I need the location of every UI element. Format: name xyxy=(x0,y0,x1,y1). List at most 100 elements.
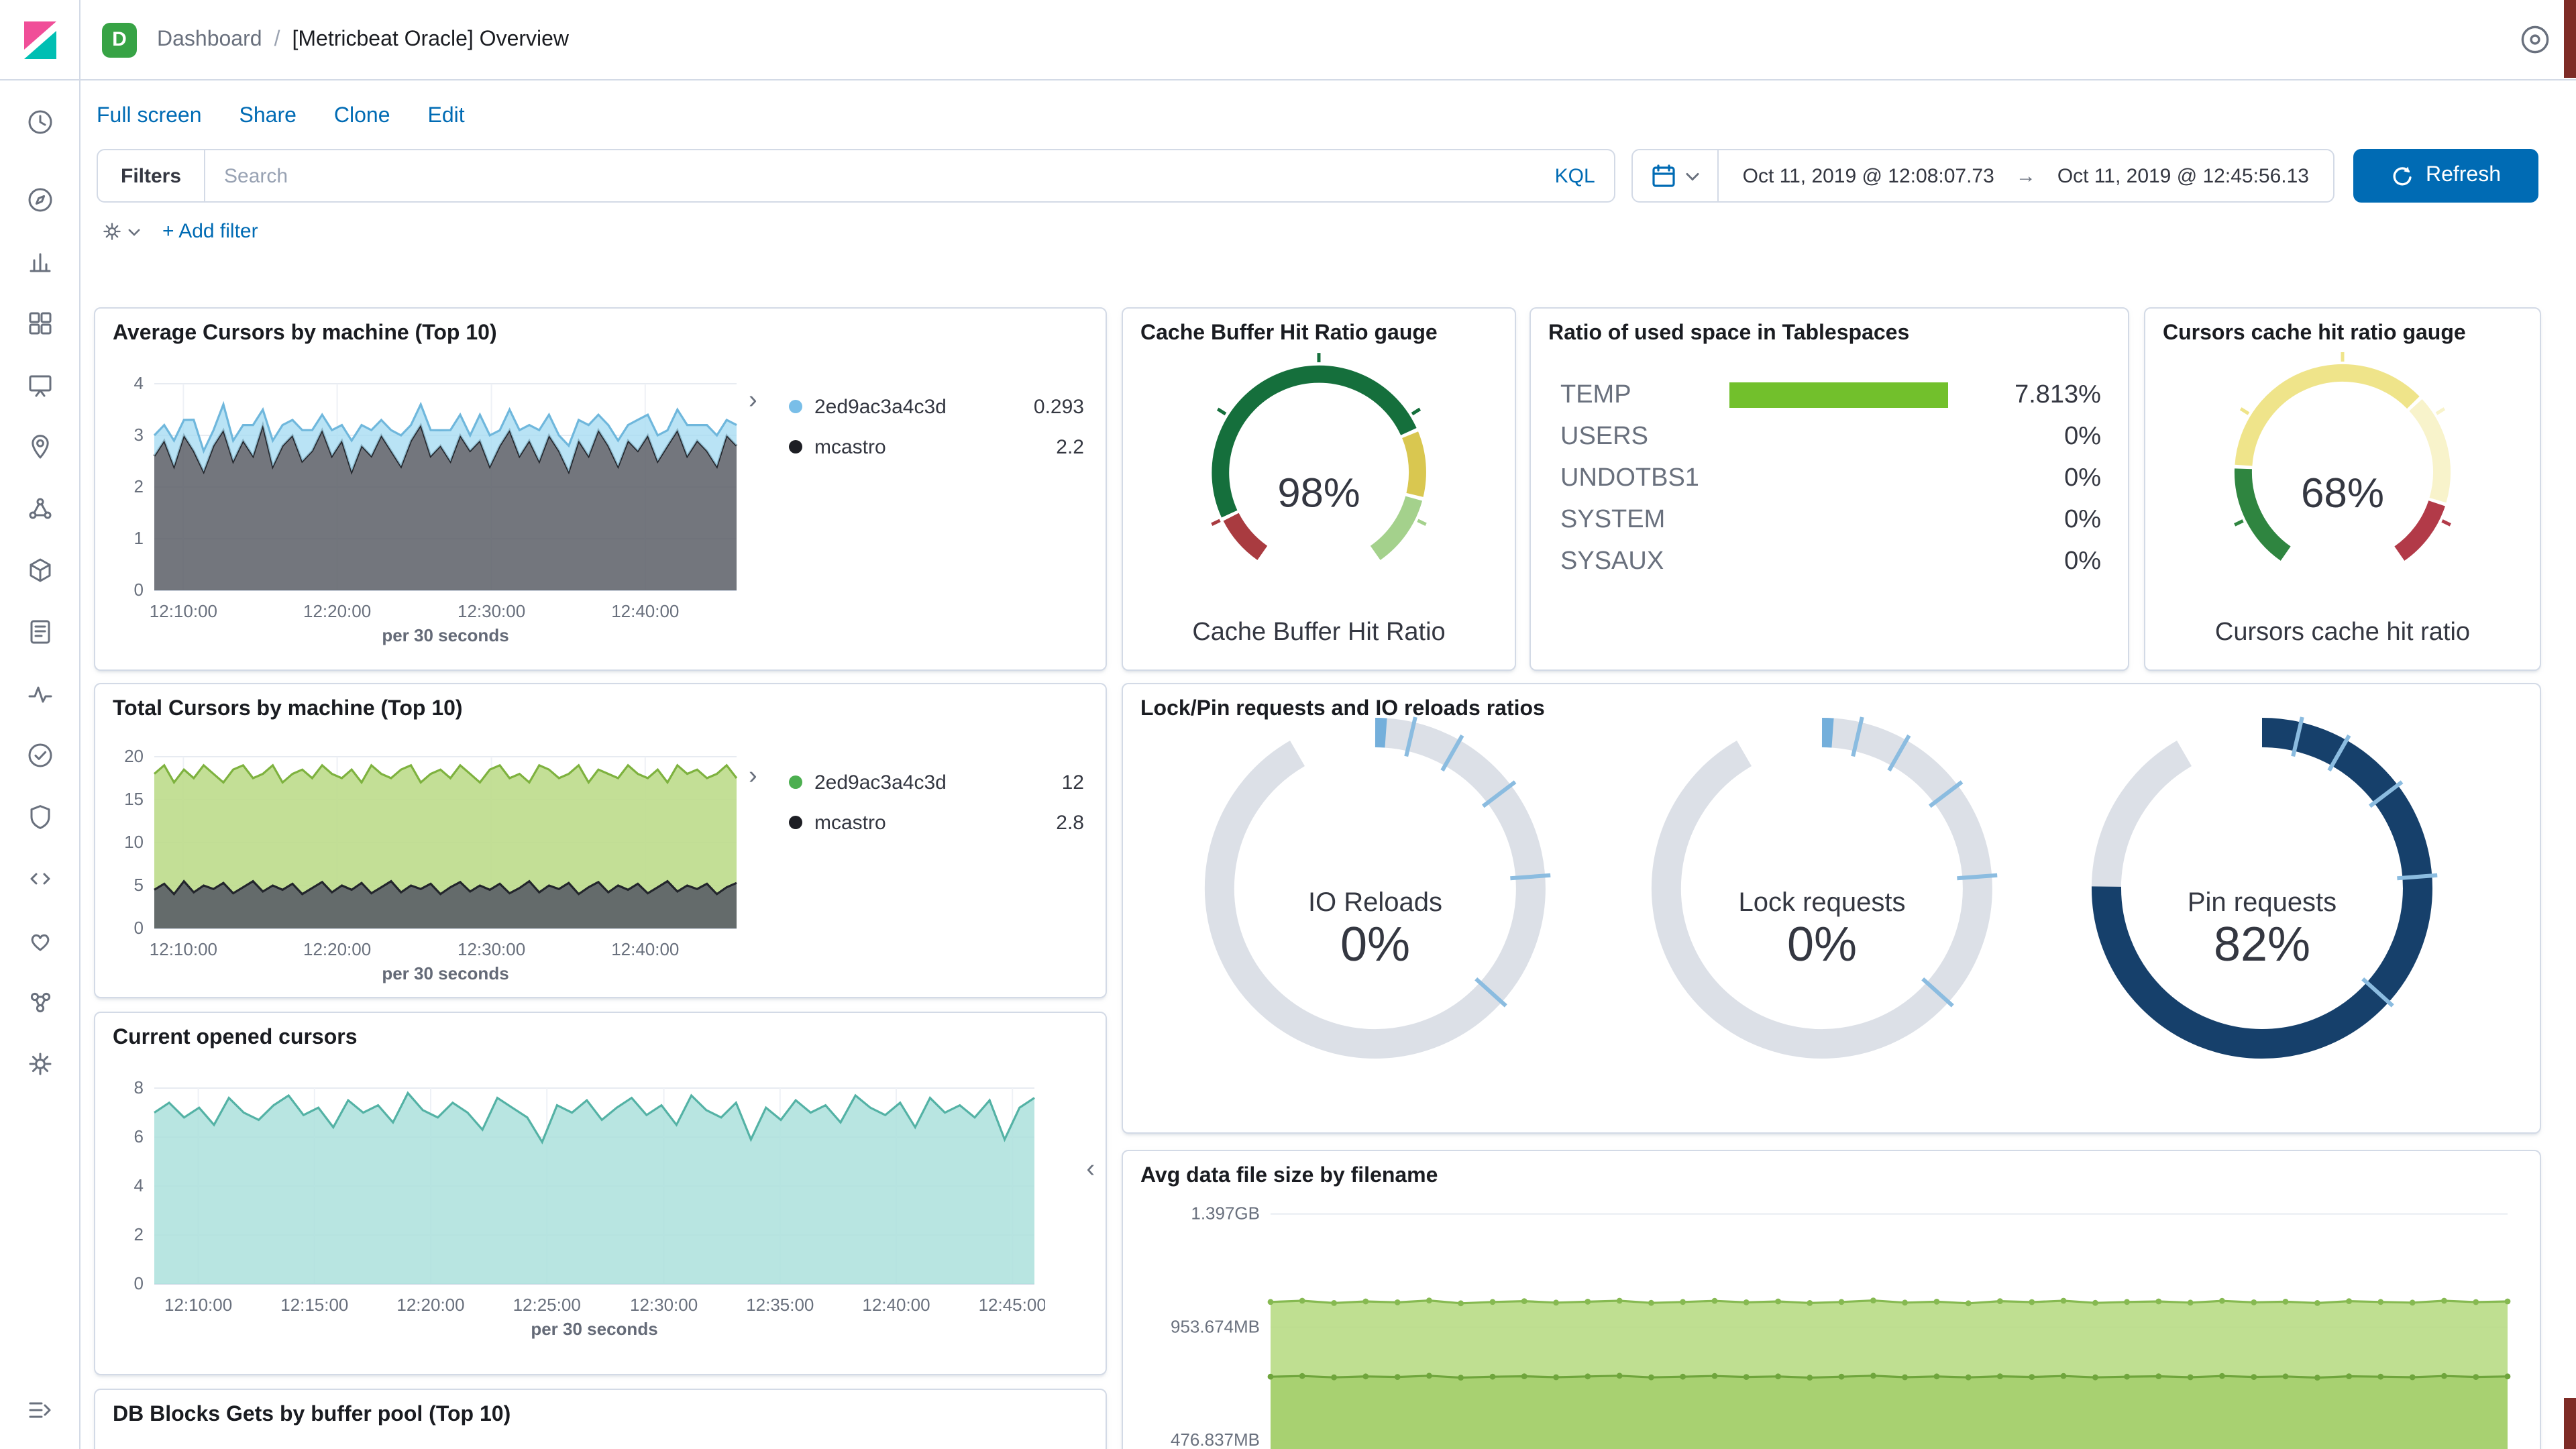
refresh-button[interactable]: Refresh xyxy=(2353,149,2538,203)
sidebar-canvas-icon[interactable] xyxy=(17,362,62,408)
refresh-label: Refresh xyxy=(2425,164,2502,186)
legend-item[interactable]: mcastro 2.2 xyxy=(784,427,1089,467)
legend-item[interactable]: 2ed9ac3a4c3d 0.293 xyxy=(784,386,1089,427)
tablespace-name: USERS xyxy=(1560,422,1648,450)
sidebar-maps-icon[interactable] xyxy=(17,424,62,470)
sidebar-recently-viewed-icon[interactable] xyxy=(17,99,62,145)
header-actions xyxy=(2518,23,2552,56)
query-bar: Filters KQL Oct 11, 2019 @ 12:08:07.73 xyxy=(97,149,2538,203)
scrollbar-thumb[interactable] xyxy=(2564,1398,2576,1449)
legend-item[interactable]: mcastro 2.8 xyxy=(784,802,1089,843)
gauge-lock-requests: Lock requests 0% xyxy=(1621,695,2023,1111)
tablespace-name: UNDOTBS1 xyxy=(1560,464,1699,492)
dashboard-content: Full screen Share Clone Edit Filters KQL xyxy=(80,80,2576,1449)
panel-cache-buffer-hit-ratio: Cache Buffer Hit Ratio gauge 98% Cache B… xyxy=(1122,307,1516,671)
legend-item[interactable]: 2ed9ac3a4c3d 12 xyxy=(784,762,1089,802)
svg-text:12:10:00: 12:10:00 xyxy=(150,601,217,621)
legend-toggle-icon[interactable]: › xyxy=(749,762,757,790)
sidebar-machine-learning-icon[interactable] xyxy=(17,486,62,531)
svg-text:12:10:00: 12:10:00 xyxy=(164,1295,232,1315)
panel-title: Ratio of used space in Tablespaces xyxy=(1548,322,1910,345)
average-cursors-chart[interactable]: 0 1 2 3 4 12:10:00 12:20:00 12:30:00 12:40:00 per… xyxy=(106,373,747,652)
svg-text:0: 0 xyxy=(134,1273,144,1293)
sidebar-monitoring-icon[interactable] xyxy=(17,918,62,963)
total-cursors-chart[interactable]: 0 5 10 15 20 12:10:00 12:20:00 12:30:00 12:40:00… xyxy=(106,746,747,990)
tablespace-list: TEMP 7.813% USERS 0% UNDOTBS1 0% SYSTEM 0% SYSAU… xyxy=(1560,380,2101,589)
date-to[interactable]: Oct 11, 2019 @ 12:45:56.13 xyxy=(2057,164,2309,187)
panel-title: Current opened cursors xyxy=(113,1026,358,1049)
sidebar-management-icon[interactable] xyxy=(17,1041,62,1087)
svg-text:12:40:00: 12:40:00 xyxy=(611,939,679,959)
sidebar-dev-tools-icon[interactable] xyxy=(17,856,62,902)
gear-icon xyxy=(103,223,121,240)
panel-current-opened-cursors: Current opened cursors 0 2 4 6 8 12:10:00 12:1… xyxy=(94,1012,1107,1375)
quick-select-button[interactable] xyxy=(1633,150,1719,201)
panel-total-cursors: Total Cursors by machine (Top 10) 0 5 10 15… xyxy=(94,683,1107,998)
opened-cursors-chart[interactable]: 0 2 4 6 8 12:10:00 12:15:00 12:20:00 12:25:00 12:… xyxy=(106,1077,1046,1346)
svg-text:68%: 68% xyxy=(2301,470,2384,517)
tablespace-value: 0% xyxy=(2064,547,2101,575)
sidebar-apm-icon[interactable] xyxy=(17,671,62,716)
edit-button[interactable]: Edit xyxy=(427,105,465,127)
sidebar-discover-icon[interactable] xyxy=(17,177,62,223)
top-header: D Dashboard / [Metricbeat Oracle] Overvi… xyxy=(0,0,2576,80)
add-filter-button[interactable]: + Add filter xyxy=(162,220,258,243)
svg-text:10: 10 xyxy=(124,832,144,852)
kql-toggle[interactable]: KQL xyxy=(1554,164,1595,187)
date-from[interactable]: Oct 11, 2019 @ 12:08:07.73 xyxy=(1742,164,1994,187)
tablespace-bar xyxy=(1729,466,1948,491)
sidebar-visualize-icon[interactable] xyxy=(17,239,62,284)
sidebar-uptime-icon[interactable] xyxy=(17,733,62,778)
gauge-io-reloads: IO Reloads 0% xyxy=(1174,695,1576,1111)
legend-label: 2ed9ac3a4c3d xyxy=(814,771,947,794)
breadcrumb: Dashboard / [Metricbeat Oracle] Overview xyxy=(157,28,569,52)
svg-text:per 30 seconds: per 30 seconds xyxy=(382,625,508,645)
share-button[interactable]: Share xyxy=(239,105,297,127)
tablespace-row: USERS 0% xyxy=(1560,422,2101,451)
clone-button[interactable]: Clone xyxy=(333,105,390,127)
kibana-logo[interactable] xyxy=(0,0,80,79)
panel-title: DB Blocks Gets by buffer pool (Top 10) xyxy=(113,1403,511,1426)
legend-value: 12 xyxy=(1061,771,1084,794)
svg-text:15: 15 xyxy=(124,789,144,809)
tablespace-row: SYSAUX 0% xyxy=(1560,547,2101,576)
filter-options-button[interactable] xyxy=(101,220,141,243)
svg-text:4: 4 xyxy=(134,1175,144,1195)
panel-db-blocks-gets: DB Blocks Gets by buffer pool (Top 10) xyxy=(94,1389,1107,1449)
svg-text:12:45:00: 12:45:00 xyxy=(979,1295,1045,1315)
panel-tablespaces: Ratio of used space in Tablespaces TEMP 7… xyxy=(1529,307,2129,671)
tablespace-name: SYSAUX xyxy=(1560,547,1664,575)
space-avatar[interactable]: D xyxy=(102,22,137,57)
cursors-cache-hit-ratio-gauge: 68% xyxy=(2145,333,2540,596)
legend: › 2ed9ac3a4c3d 0.293 mcastro 2.2 xyxy=(749,386,1089,467)
legend-color-dot xyxy=(789,400,802,413)
breadcrumb-current-page: [Metricbeat Oracle] Overview xyxy=(292,28,570,50)
filters-button[interactable]: Filters xyxy=(97,149,206,203)
sidebar-metrics-icon[interactable] xyxy=(17,547,62,593)
sidebar-graph-icon[interactable] xyxy=(17,979,62,1025)
svg-text:IO Reloads: IO Reloads xyxy=(1308,888,1442,917)
collapse-menu-icon[interactable] xyxy=(17,1387,63,1433)
breadcrumb-separator: / xyxy=(274,28,280,50)
svg-text:0: 0 xyxy=(134,918,144,938)
sidebar-dashboard-icon[interactable] xyxy=(17,301,62,346)
sidebar-siem-icon[interactable] xyxy=(17,794,62,840)
full-screen-button[interactable]: Full screen xyxy=(97,105,202,127)
legend-collapse-icon[interactable]: ‹ xyxy=(1086,1155,1095,1183)
search-box: KQL xyxy=(205,149,1615,203)
legend-toggle-icon[interactable]: › xyxy=(749,386,757,415)
search-input[interactable] xyxy=(205,150,1614,201)
sidebar-logs-icon[interactable] xyxy=(17,609,62,655)
breadcrumb-dashboard[interactable]: Dashboard xyxy=(157,28,262,50)
panel-average-cursors: Average Cursors by machine (Top 10) 0 1 2 3… xyxy=(94,307,1107,671)
gauge-caption: Cache Buffer Hit Ratio xyxy=(1192,619,1446,647)
tablespace-bar xyxy=(1729,549,1948,574)
scrollbar-thumb[interactable] xyxy=(2564,0,2576,78)
svg-text:12:25:00: 12:25:00 xyxy=(513,1295,581,1315)
tablespace-value: 0% xyxy=(2064,464,2101,492)
gauge-caption: Cursors cache hit ratio xyxy=(2214,619,2471,647)
svg-text:0%: 0% xyxy=(1787,918,1857,971)
panel-title: Avg data file size by filename xyxy=(1140,1165,1438,1187)
news-feed-icon[interactable] xyxy=(2518,23,2552,56)
